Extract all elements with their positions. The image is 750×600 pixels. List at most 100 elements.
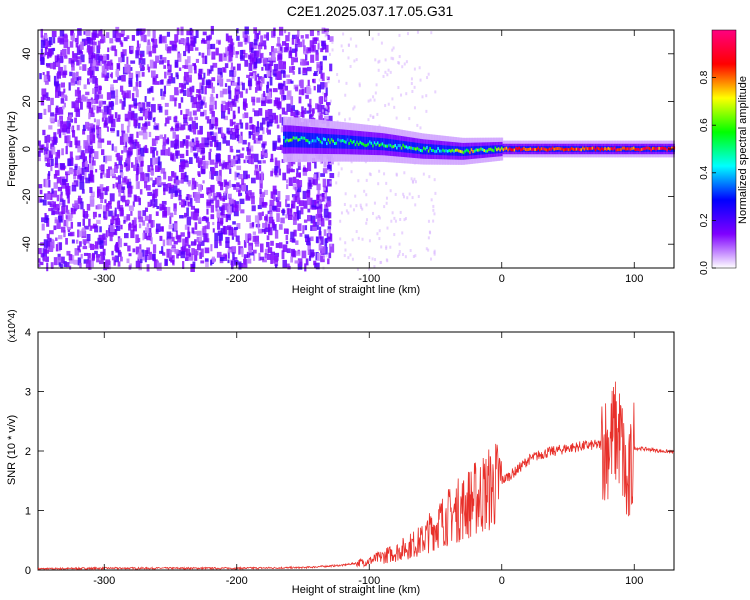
- spectrogram-peak-cell: [332, 139, 335, 143]
- spectrogram-cell: [398, 33, 401, 37]
- spectrogram-cell: [85, 177, 91, 184]
- spectrogram-cell: [374, 91, 377, 95]
- spectrogram-cell: [145, 148, 149, 154]
- spectrogram-cell: [181, 245, 186, 252]
- spectrogram-cell: [161, 226, 164, 232]
- spectrogram-cell: [412, 255, 415, 259]
- spectrogram-peak-cell: [561, 147, 564, 151]
- spectrogram-cell: [101, 72, 107, 78]
- spectrogram-cell: [63, 35, 68, 43]
- spectrogram-cell: [261, 40, 267, 47]
- spectrogram-cell: [324, 34, 327, 38]
- spectrogram-cell: [206, 187, 211, 195]
- spectrogram-peak-cell: [639, 148, 642, 152]
- spectrogram-cell: [327, 226, 332, 231]
- colorbar: 0.00.20.40.60.8 Normalized spectral ampl…: [699, 29, 749, 275]
- spectrogram-cell: [228, 197, 232, 205]
- spectrogram-cell: [155, 211, 159, 216]
- spectrogram-cell: [234, 204, 239, 212]
- spectrogram-cell: [235, 51, 238, 59]
- spectrogram-cell: [259, 243, 264, 253]
- spectrogram-cell: [115, 69, 120, 78]
- spectrogram-cell: [391, 97, 394, 101]
- spectrogram-cell: [404, 217, 407, 221]
- spectrogram-cell: [112, 29, 117, 38]
- spectrogram-cell: [67, 46, 70, 55]
- spectrogram-cell: [187, 226, 190, 235]
- spectrogram-cell: [89, 133, 94, 142]
- spectrogram-cell: [433, 178, 436, 182]
- spectrogram-cell: [190, 241, 196, 246]
- spectrogram-cell: [231, 183, 236, 188]
- spectrogram-peak-cell: [671, 146, 674, 150]
- spectrogram-cell: [372, 211, 375, 215]
- spectrogram-cell: [331, 48, 334, 52]
- spectrogram-cell: [280, 217, 285, 224]
- spectrogram-cell: [285, 195, 290, 201]
- spectrogram-cell: [312, 219, 316, 228]
- colorbar-label: Normalized spectral amplitude: [737, 76, 749, 224]
- spectrogram-cell: [110, 72, 113, 79]
- spectrogram-cell: [290, 256, 294, 263]
- spectrogram-peak-cell: [316, 136, 319, 140]
- spectrogram-cell: [115, 29, 118, 34]
- spectrogram-cell: [328, 252, 332, 259]
- spectrogram-cell: [133, 118, 137, 127]
- spectrogram-cell: [425, 247, 428, 251]
- spectrogram-peak-cell: [480, 147, 483, 151]
- spectrogram-cell: [196, 236, 200, 243]
- spectrogram-cell: [284, 29, 287, 34]
- spectrogram-cell: [91, 154, 94, 163]
- spectrogram-cell: [71, 182, 76, 187]
- spectrogram-cell: [60, 163, 65, 169]
- spectrogram-cell: [213, 170, 219, 177]
- spectrogram-cell: [324, 193, 327, 197]
- spectrogram-cell: [287, 32, 291, 36]
- spectrogram-cell: [163, 183, 169, 192]
- spectrogram-cell: [195, 93, 198, 98]
- spectrogram-cell: [173, 203, 177, 212]
- spectrogram-cell: [411, 89, 414, 93]
- spectrogram-cell: [159, 235, 163, 241]
- spectrogram-cell: [99, 240, 104, 248]
- spectrogram-cell: [377, 215, 380, 219]
- spectrogram-cell: [206, 208, 209, 215]
- spectrogram-cell: [268, 57, 272, 61]
- spectrogram-cell: [68, 58, 73, 64]
- spectrogram-cell: [43, 74, 48, 83]
- spectrogram-cell: [306, 197, 312, 206]
- spectrogram-cell: [155, 74, 159, 79]
- spectrogram-cell: [269, 58, 274, 66]
- spectrogram-cell: [75, 56, 81, 60]
- spectrogram-cell: [170, 194, 173, 199]
- spectrogram-peak-cell: [399, 144, 402, 148]
- spectrogram-cell: [226, 140, 230, 146]
- spectrogram-cell: [174, 249, 179, 254]
- spectrogram-cell: [350, 170, 353, 174]
- spectrogram-cell: [66, 141, 70, 147]
- spectrogram-cell: [77, 90, 81, 99]
- spectrogram-cell: [43, 37, 48, 42]
- spectrogram-cell: [132, 248, 136, 253]
- spectrogram-cell: [111, 45, 116, 51]
- spectrogram-cell: [219, 169, 222, 177]
- spectrogram-cell: [138, 116, 144, 121]
- spectrogram-cell: [75, 140, 81, 149]
- spectrogram-cell: [164, 71, 167, 79]
- spectrogram-cell: [143, 230, 148, 239]
- spectrogram-cell: [231, 98, 237, 107]
- spectrogram-cell: [313, 85, 316, 91]
- spectrogram-cell: [92, 60, 96, 67]
- spectrogram-cell: [187, 44, 190, 54]
- spectrogram-cell: [230, 67, 235, 72]
- spectrogram-cell: [242, 139, 247, 145]
- spectrogram-cell: [111, 250, 114, 256]
- spectrogram-cell: [144, 227, 150, 233]
- spectrogram-x-label: Height of straight line (km): [292, 284, 420, 296]
- spectrogram-cell: [410, 177, 413, 181]
- spectrogram-cell: [61, 148, 64, 156]
- spectrogram-peak-cell: [493, 149, 496, 153]
- spectrogram-cell: [414, 203, 417, 207]
- spectrogram-peak-cell: [632, 146, 636, 150]
